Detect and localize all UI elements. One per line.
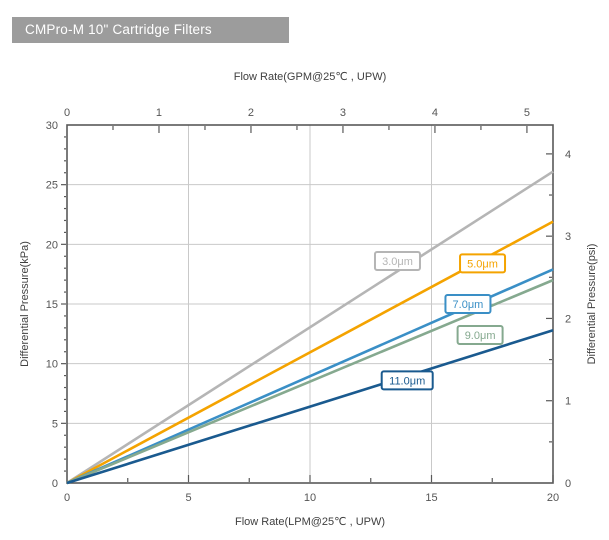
title-banner: CMPro-M 10" Cartridge Filters [12,17,289,43]
right-tick-label: 2 [565,313,571,325]
left-tick-label: 5 [52,418,58,430]
top-axis-title: Flow Rate(GPM@25℃ , UPW) [233,71,387,83]
bottom-axis-title: Flow Rate(LPM@25℃ , UPW) [234,516,386,528]
top-tick-label: 3 [340,107,346,119]
series-label-11.0um: 11.0μm [389,375,425,387]
top-tick-label: 0 [64,107,70,119]
series-label-box-7.0um [444,294,492,314]
left-tick-label: 25 [46,180,58,192]
series-label-box-9.0um [456,325,504,346]
bottom-tick-label: 15 [425,492,437,504]
right-tick-label: 4 [565,149,571,161]
bottom-tick-label: 5 [185,492,191,504]
right-tick-label: 1 [565,396,571,408]
bottom-tick-label: 10 [304,492,316,504]
left-tick-label: 20 [46,239,58,251]
right-tick-label: 3 [565,231,571,243]
right-tick-label: 0 [565,478,571,490]
series-label-3.0um: 3.0μm [382,256,413,268]
top-tick-label: 5 [524,107,530,119]
left-tick-label: 30 [46,120,58,132]
series-label-box-3.0um [373,251,421,272]
page-title: CMPro-M 10" Cartridge Filters [25,22,212,37]
series-line-3.0um [66,170,554,485]
left-tick-label: 10 [46,359,58,371]
top-tick-label: 4 [432,107,438,119]
series-label-box-5.0um [459,253,507,274]
bottom-tick-label: 20 [547,492,559,504]
top-tick-label: 2 [248,107,254,119]
top-tick-label: 1 [156,107,162,119]
left-tick-label: 15 [46,299,58,311]
series-label-9.0um: 9.0μm [465,330,496,342]
series-label-5.0um: 5.0μm [467,258,498,270]
bottom-tick-label: 0 [64,492,70,504]
plot-frame [66,124,554,484]
series-label-box-11.0um [380,370,434,391]
series-label-7.0um: 7.0μm [453,299,484,311]
left-tick-label: 0 [52,478,58,490]
series-line-11.0um [66,329,554,485]
